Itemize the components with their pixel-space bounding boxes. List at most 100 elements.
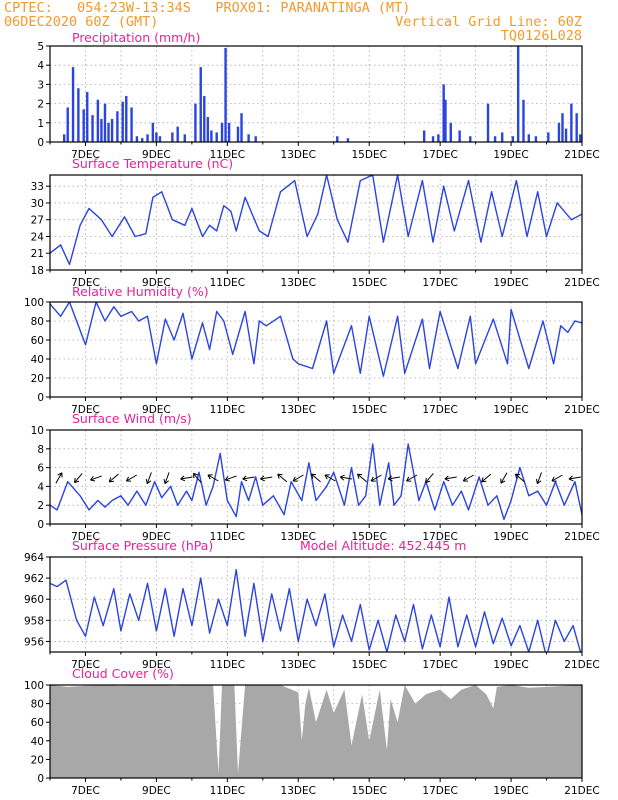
data-point (177, 504, 179, 506)
wind-arrows (55, 472, 581, 485)
data-point (506, 363, 509, 365)
data-point (306, 235, 308, 238)
y-tick-label: 20 (31, 373, 44, 385)
precip-bar (254, 136, 257, 142)
data-point (113, 588, 115, 590)
wind-arrow (310, 473, 321, 483)
data-point (56, 509, 58, 511)
precip-bar (501, 132, 504, 142)
precip-bar (575, 113, 578, 142)
data-point (350, 325, 353, 327)
panel-frame (49, 556, 583, 653)
data-point (528, 367, 530, 370)
panel-bg (50, 175, 582, 270)
y-tick-label: 960 (24, 594, 44, 606)
header-model-id: TQ0126L028 (500, 28, 582, 44)
data-point (79, 224, 81, 226)
precip-bar (130, 107, 133, 142)
precip-bar (547, 132, 550, 142)
wind-arrow (406, 474, 418, 482)
data-point (368, 649, 370, 651)
x-tick-label: 9DEC (142, 404, 171, 416)
header-grid-note: Vertical Grid Line: 60Z (395, 14, 582, 30)
data-point (223, 205, 225, 207)
precip-bar (469, 136, 472, 142)
cloud-area (50, 685, 582, 778)
data-point (235, 569, 237, 571)
wind-arrow (324, 474, 336, 482)
x-tick-label: 19DEC (493, 149, 528, 161)
data-point (478, 476, 480, 478)
precip-bar (135, 136, 139, 142)
data-point (567, 331, 569, 333)
data-point (130, 310, 133, 313)
wind-arrow (108, 473, 119, 483)
data-point (515, 179, 517, 182)
precip-bar (240, 113, 243, 142)
precip-bar (522, 99, 525, 142)
data-point (283, 514, 285, 516)
data-point (171, 219, 173, 221)
data-point (255, 476, 257, 478)
x-tick-label: 15DEC (351, 277, 386, 289)
y-tick-label: 33 (31, 181, 44, 193)
data-point (308, 462, 310, 464)
wind-arrow (444, 475, 457, 482)
data-point (496, 495, 498, 497)
data-point (365, 495, 367, 497)
precip-bar (346, 138, 350, 142)
data-point (475, 363, 477, 365)
x-tick-label: 7DEC (71, 149, 100, 161)
data-point (439, 646, 441, 648)
wind-arrow (462, 474, 474, 482)
x-tick-label: 21DEC (564, 785, 599, 797)
data-point (519, 625, 521, 627)
wind-arrow (125, 474, 138, 482)
panel-bg (50, 302, 582, 397)
data-point (127, 504, 129, 506)
data-point (443, 185, 445, 187)
x-tick-label: 11DEC (210, 659, 245, 671)
data-point (545, 504, 548, 506)
y-tick-label: 6 (37, 463, 44, 475)
data-point (421, 318, 423, 320)
data-point (297, 363, 299, 365)
data-point (191, 207, 193, 210)
data-point (451, 504, 454, 506)
data-point (467, 179, 470, 182)
precip-bar (431, 136, 435, 142)
data-point (382, 375, 384, 377)
data-point (271, 593, 273, 595)
precip-bar (171, 132, 174, 142)
x-tick-label: 17DEC (422, 659, 457, 671)
x-tick-label: 13DEC (281, 149, 316, 161)
y-tick-label: 0 (37, 519, 44, 531)
data-point (457, 367, 459, 370)
x-tick-label: 15DEC (351, 531, 386, 543)
panel-3 (46, 429, 583, 528)
panel-title: Surface Temperature (nC) (72, 156, 233, 171)
wind-arrow (207, 474, 219, 482)
x-tick-label: 13DEC (281, 277, 316, 289)
data-point (396, 315, 399, 317)
data-point (574, 320, 576, 322)
data-point (556, 202, 558, 204)
data-point (279, 315, 282, 317)
data-point (56, 585, 58, 588)
panel-frame (49, 429, 583, 525)
precip-bar (444, 99, 447, 142)
panel-4 (46, 556, 583, 656)
data-point (182, 312, 184, 314)
panel-5 (46, 684, 583, 782)
precip-bar (493, 136, 497, 142)
data-point (467, 509, 470, 511)
y-tick-label: 21 (31, 248, 44, 260)
data-point (232, 353, 234, 355)
data-point (113, 306, 115, 308)
x-tick-label: 13DEC (281, 659, 316, 671)
data-point (359, 372, 361, 374)
data-point (93, 596, 95, 598)
data-point (317, 213, 319, 215)
data-point (492, 318, 494, 320)
data-point (542, 320, 544, 322)
